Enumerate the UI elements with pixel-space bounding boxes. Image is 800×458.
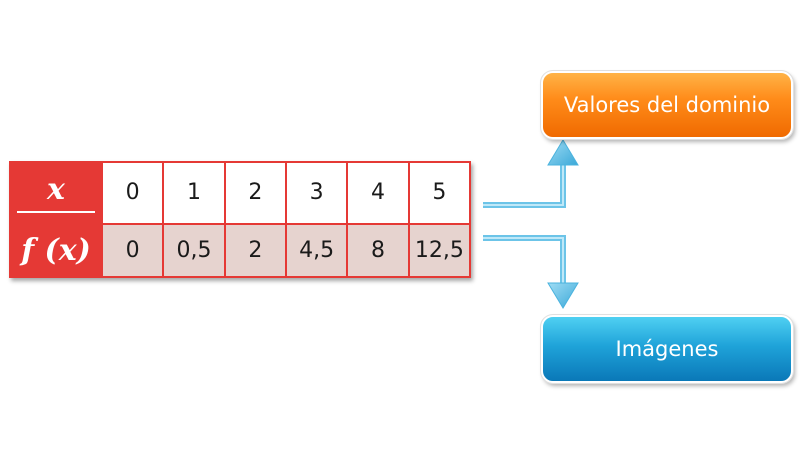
images-label: Imágenes [615, 337, 719, 361]
arrow-to-images-icon [483, 235, 579, 309]
x-value-cell: 3 [284, 161, 349, 225]
table-row-fx: f (x) 0 0,5 2 4,5 8 12,5 [9, 222, 472, 279]
x-value-cell: 4 [346, 161, 410, 225]
table-row-x: x 0 1 2 3 4 5 [9, 161, 472, 225]
x-header-cell: x [9, 161, 103, 225]
x-value-cell: 1 [162, 161, 226, 225]
fx-header-cell: f (x) [9, 222, 103, 279]
fx-value-cell: 12,5 [407, 222, 472, 279]
fx-value-cell: 4,5 [284, 222, 349, 279]
x-value-cell: 5 [407, 161, 472, 225]
x-header-label: x [17, 172, 95, 214]
images-box: Imágenes [540, 314, 794, 384]
fx-value-cell: 8 [346, 222, 410, 279]
domain-values-label: Valores del dominio [563, 93, 771, 117]
x-value-cell: 2 [223, 161, 287, 225]
fx-value-cell: 2 [223, 222, 287, 279]
fx-value-cell: 0 [100, 222, 165, 279]
domain-values-box: Valores del dominio [540, 70, 794, 140]
fx-value-cell: 0,5 [162, 222, 226, 279]
values-table-grid: x 0 1 2 3 4 5 f (x) 0 0,5 2 4,5 8 12,5 [9, 161, 472, 279]
arrow-to-domain-icon [483, 139, 579, 208]
x-value-cell: 0 [100, 161, 165, 225]
values-table: x 0 1 2 3 4 5 f (x) 0 0,5 2 4,5 8 12,5 [9, 161, 472, 279]
